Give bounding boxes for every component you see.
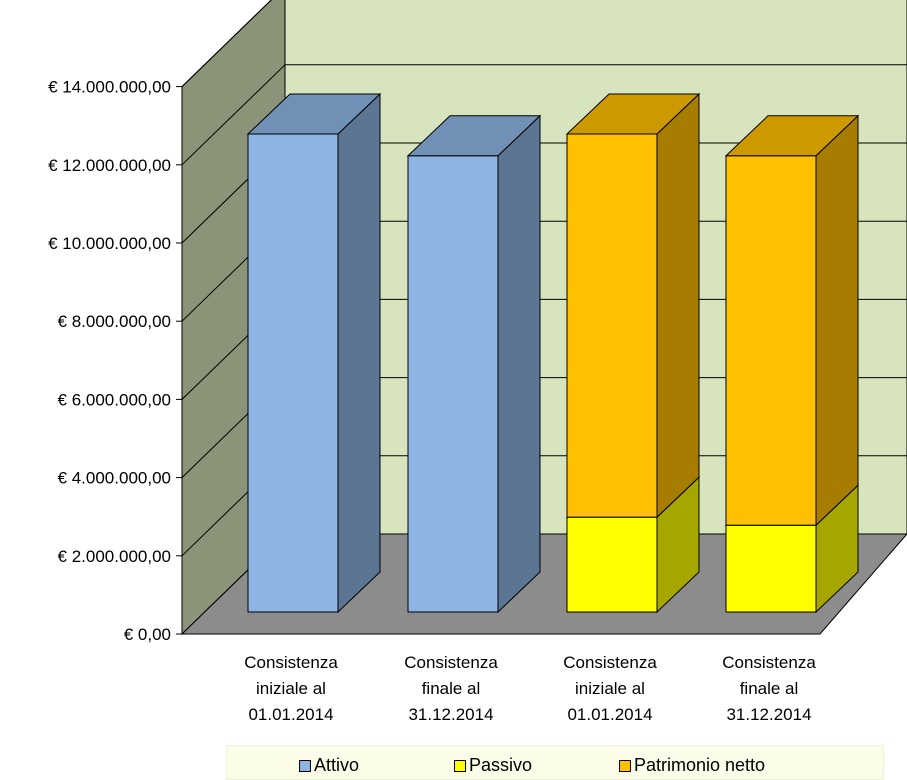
x-category-label: 01.01.2014 (567, 705, 652, 724)
x-category-label: Consistenza (722, 653, 816, 672)
bar-top (565, 93, 701, 135)
x-category-label: iniziale al (256, 679, 326, 698)
bar-side (337, 92, 381, 614)
legend-swatch-attivo (299, 759, 311, 772)
bar-side (656, 92, 700, 519)
x-category-label: iniziale al (575, 679, 645, 698)
x-axis: Consistenza iniziale al 01.01.2014 Consiste… (182, 633, 820, 724)
x-category-label: finale al (422, 679, 481, 698)
bar-side (815, 114, 859, 527)
legend-label-patrimonio-netto: Patrimonio netto (634, 755, 766, 775)
bar-front (725, 524, 817, 613)
y-tick-label: € 2.000.000,00 (58, 547, 171, 566)
bar-chart-3d: € 0,00 € 2.000.000,00 € 4.000.000,00 € 6.00… (48, 0, 907, 724)
y-tick-label: € 8.000.000,00 (58, 312, 171, 331)
legend-swatch-passivo (454, 759, 466, 772)
y-tick-label: € 0,00 (124, 625, 171, 644)
legend-swatch-patrimonio-netto (619, 759, 631, 772)
bars (246, 92, 860, 614)
x-category-label: finale al (740, 679, 799, 698)
legend-item-passivo: Passivo (454, 755, 532, 776)
y-tick-label: € 4.000.000,00 (58, 469, 171, 488)
bar-front (725, 155, 817, 526)
legend-item-patrimonio-netto: Patrimonio netto (619, 755, 765, 776)
gridline-side (181, 64, 286, 166)
y-tick-label: € 10.000.000,00 (48, 234, 171, 253)
x-category-label: Consistenza (563, 653, 657, 672)
x-category-label: Consistenza (404, 653, 498, 672)
bar-top (246, 93, 382, 135)
y-tick-label: € 14.000.000,00 (48, 78, 171, 97)
bar-top (406, 115, 542, 157)
x-category-label: 31.12.2014 (408, 705, 493, 724)
bar-front (407, 155, 499, 613)
x-category-label: 01.01.2014 (248, 705, 333, 724)
y-tick-label: € 12.000.000,00 (48, 156, 171, 175)
x-category-label: 31.12.2014 (726, 705, 811, 724)
legend-item-attivo: Attivo (299, 755, 359, 776)
legend-label-attivo: Attivo (314, 755, 360, 775)
x-category-label: Consistenza (244, 653, 338, 672)
bar-front (566, 133, 658, 518)
y-axis: € 0,00 € 2.000.000,00 € 4.000.000,00 € 6.00… (48, 78, 183, 644)
legend-label-passivo: Passivo (469, 755, 533, 775)
bar-side (497, 114, 541, 614)
bar-top (724, 115, 860, 157)
legend: Attivo Passivo Patrimonio netto (226, 745, 884, 780)
y-tick-label: € 6.000.000,00 (58, 390, 171, 409)
gridline-side (181, 0, 272, 87)
bar-front (247, 133, 339, 613)
bar-front (566, 516, 658, 613)
